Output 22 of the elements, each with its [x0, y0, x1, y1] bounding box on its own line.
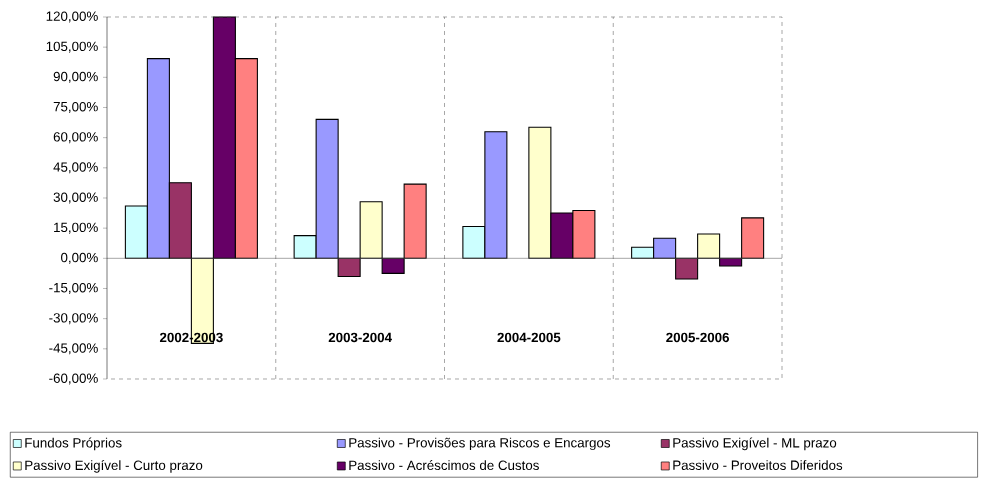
- legend-label: Passivo Exigível - Curto prazo: [25, 460, 203, 473]
- x-tick-label: 2003-2004: [328, 332, 392, 343]
- legend-label: Fundos Próprios: [25, 437, 122, 451]
- y-tick-label: 120,00%: [46, 11, 98, 23]
- x-tick-label: 2005-2006: [666, 332, 730, 343]
- y-tick-label: -45,00%: [49, 343, 98, 355]
- y-tick-label: 90,00%: [53, 71, 98, 83]
- legend-label: Passivo - Acréscimos de Custos: [349, 460, 539, 471]
- y-tick-label: 60,00%: [53, 132, 98, 144]
- y-tick-label: -15,00%: [49, 282, 98, 294]
- y-tick-label: 15,00%: [54, 222, 98, 234]
- y-tick-label: 105,00%: [46, 41, 98, 53]
- y-tick-label: 45,00%: [53, 162, 98, 174]
- y-tick-label: 75,00%: [53, 101, 98, 114]
- y-tick-label: -60,00%: [49, 373, 98, 385]
- y-tick-label: 0,00%: [61, 252, 98, 264]
- legend-label: Passivo Exigível - ML prazo: [673, 437, 837, 451]
- y-tick-label: -30,00%: [49, 313, 98, 325]
- legend-label: Passivo - Provisões para Riscos e Encargos: [349, 437, 611, 451]
- x-tick-label: 2004-2005: [497, 332, 561, 343]
- y-tick-label: 30,00%: [53, 192, 98, 204]
- legend-label: Passivo - Proveitos Diferidos: [673, 460, 843, 470]
